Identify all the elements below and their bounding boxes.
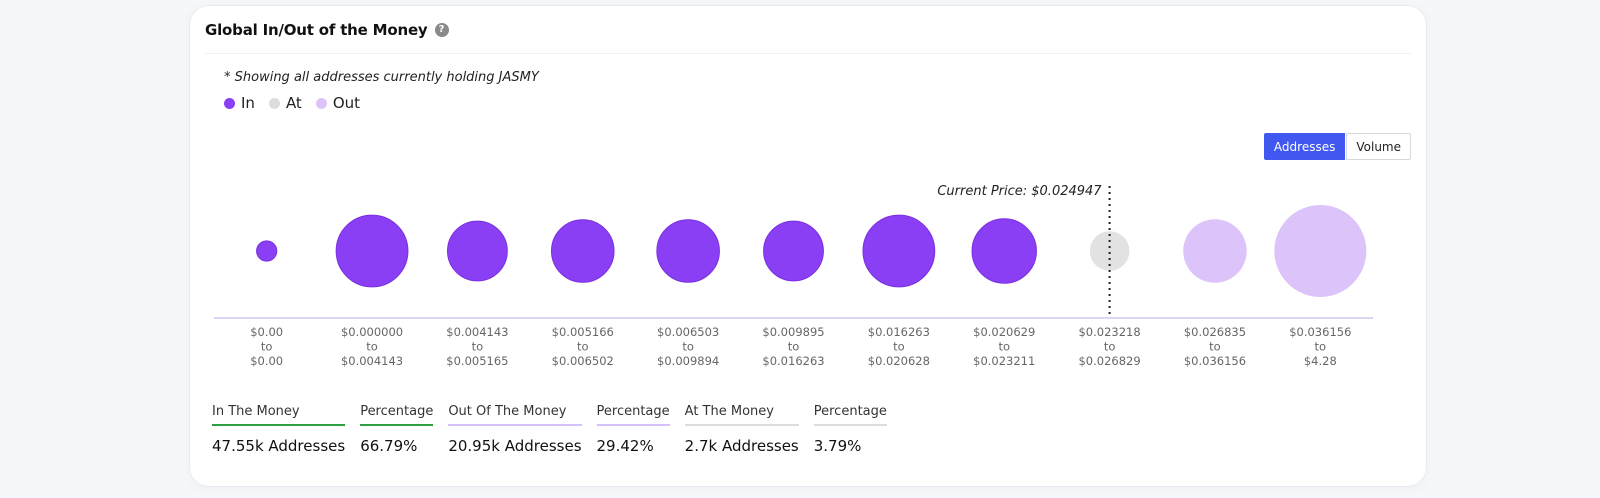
- legend-item-in: In: [224, 94, 255, 112]
- bubble-at-8[interactable]: [1089, 231, 1130, 271]
- legend-item-at: At: [268, 94, 302, 112]
- tick-label-to: $0.006502: [552, 354, 614, 368]
- tick-label-connector: to: [1315, 340, 1327, 354]
- chart-legend: In At Out: [224, 94, 374, 112]
- tick-label-connector: to: [577, 340, 589, 354]
- current-price-label: Current Price: $0.024947: [937, 184, 1102, 199]
- tick-label-to: $0.00: [250, 354, 283, 368]
- stat-out-of-the-money: Out Of The Money 20.95k Addresses: [448, 404, 582, 455]
- tick-label-from: $0.023218: [1078, 325, 1140, 339]
- card-title: Global In/Out of the Money: [205, 20, 428, 39]
- stat-label: Percentage: [813, 404, 887, 426]
- bubble-in-5[interactable]: [763, 220, 824, 282]
- legend-item-out: Out: [315, 94, 361, 112]
- bubble-in-2[interactable]: [447, 220, 508, 282]
- tick-label-to: $0.016263: [762, 354, 824, 368]
- tick-label-connector: to: [893, 340, 905, 354]
- volume-button[interactable]: Volume: [1346, 133, 1411, 160]
- bubble-in-4[interactable]: [656, 219, 720, 283]
- global-in-out-card: Global In/Out of the Money ? * Showing a…: [189, 5, 1427, 487]
- bubble-in-6[interactable]: [862, 214, 936, 288]
- tick-label-from: $0.009895: [762, 325, 824, 339]
- tick-label-from: $0.036156: [1289, 325, 1351, 339]
- legend-label-out: Out: [332, 94, 361, 112]
- tick-label-from: $0.006503: [657, 325, 719, 339]
- stat-out-percentage: Percentage 29.42%: [596, 404, 670, 455]
- tick-label-to: $0.009894: [657, 354, 719, 368]
- tick-label-to: $0.005165: [446, 354, 508, 368]
- stat-label: At The Money: [684, 404, 799, 426]
- tick-label-to: $0.020628: [868, 354, 930, 368]
- stat-value: 20.95k Addresses: [448, 437, 582, 455]
- bubble-out-9[interactable]: [1183, 219, 1247, 283]
- tick-label-to: $0.023211: [973, 354, 1035, 368]
- tick-label-connector: to: [366, 340, 378, 354]
- tick-label-to: $4.28: [1304, 354, 1337, 368]
- tick-label-connector: to: [261, 340, 273, 354]
- stat-label: Out Of The Money: [448, 404, 582, 426]
- card-header: Global In/Out of the Money ?: [205, 6, 1411, 54]
- stat-value: 3.79%: [813, 437, 862, 455]
- tick-label-connector: to: [1209, 340, 1221, 354]
- bubble-in-7[interactable]: [971, 218, 1037, 284]
- tick-label-connector: to: [682, 340, 694, 354]
- legend-dot-out: [315, 97, 327, 109]
- stat-in-the-money: In The Money 47.55k Addresses: [212, 404, 346, 455]
- tick-label-from: $0.005166: [552, 325, 614, 339]
- bubble-in-3[interactable]: [550, 219, 615, 283]
- tick-label-connector: to: [788, 340, 800, 354]
- summary-stats: In The Money 47.55k Addresses Percentage…: [212, 404, 902, 455]
- tick-label-connector: to: [472, 340, 484, 354]
- tick-label-to: $0.036156: [1184, 354, 1246, 368]
- tick-label-from: $0.000000: [341, 325, 403, 339]
- tick-label-connector: to: [998, 340, 1010, 354]
- bubble-in-0[interactable]: [256, 240, 278, 262]
- tick-label-from: $0.026835: [1184, 325, 1246, 339]
- metric-toggle: Addresses Volume: [1263, 133, 1411, 160]
- help-icon[interactable]: ?: [434, 22, 449, 37]
- tick-label-connector: to: [1104, 340, 1116, 354]
- tick-label-from: $0.020629: [973, 325, 1035, 339]
- tick-label-from: $0.004143: [446, 325, 508, 339]
- holding-note: * Showing all addresses currently holdin…: [224, 70, 539, 85]
- bubble-chart: $0.00to$0.00$0.000000to$0.004143$0.00414…: [214, 184, 1373, 368]
- stat-value: 47.55k Addresses: [212, 437, 346, 455]
- stat-at-the-money: At The Money 2.7k Addresses: [684, 404, 799, 455]
- legend-dot-at: [268, 97, 280, 109]
- tick-label-from: $0.00: [250, 325, 283, 339]
- legend-label-at: At: [285, 94, 302, 112]
- stat-in-percentage: Percentage 66.79%: [360, 404, 434, 455]
- tick-label-from: $0.016263: [868, 325, 930, 339]
- tick-label-to: $0.026829: [1078, 354, 1140, 368]
- bubble-out-10[interactable]: [1274, 205, 1367, 297]
- stat-label: Percentage: [360, 404, 434, 426]
- stat-value: 66.79%: [360, 437, 418, 455]
- stat-at-percentage: Percentage 3.79%: [813, 404, 887, 455]
- addresses-button[interactable]: Addresses: [1263, 133, 1346, 160]
- stat-label: In The Money: [212, 404, 346, 426]
- stat-label: Percentage: [596, 404, 670, 426]
- legend-label-in: In: [241, 94, 255, 112]
- bubble-in-1[interactable]: [335, 214, 409, 288]
- tick-label-to: $0.004143: [341, 354, 403, 368]
- legend-dot-in: [224, 97, 235, 109]
- stat-value: 29.42%: [596, 437, 654, 455]
- stat-value: 2.7k Addresses: [684, 437, 799, 455]
